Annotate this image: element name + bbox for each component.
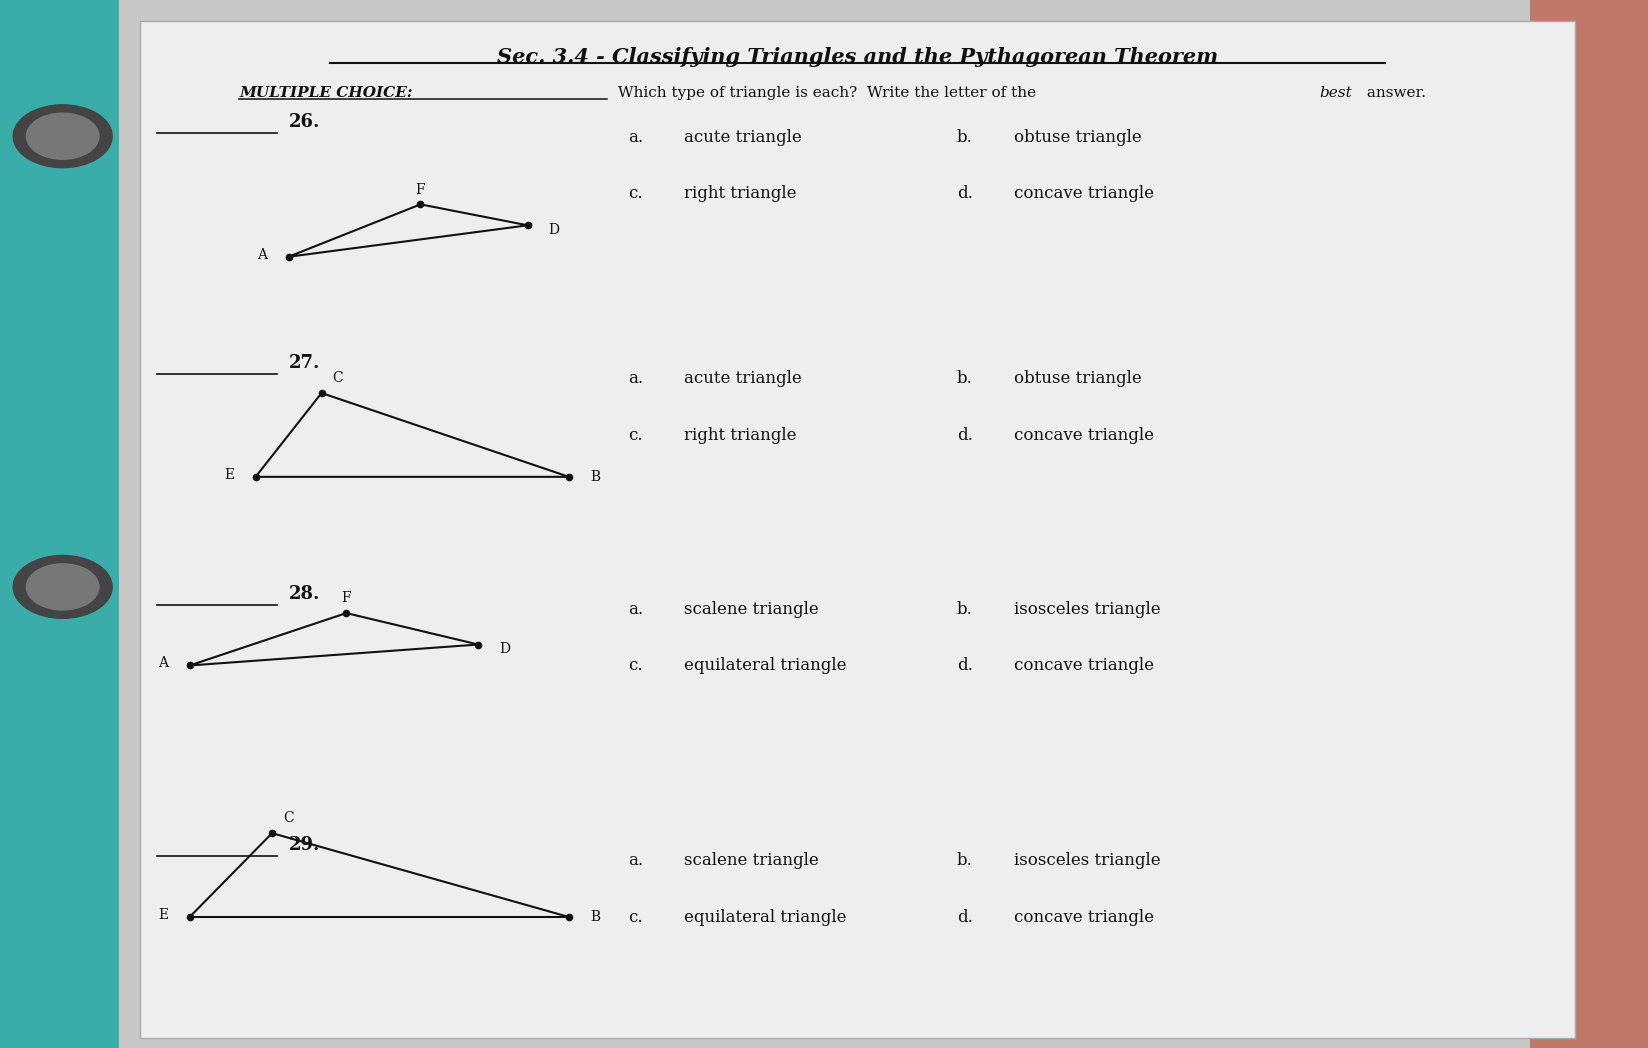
Text: c.: c. <box>628 185 643 202</box>
Text: A: A <box>257 247 267 262</box>
Text: d.: d. <box>956 427 972 443</box>
Text: answer.: answer. <box>1361 86 1426 100</box>
Text: obtuse triangle: obtuse triangle <box>1014 370 1140 387</box>
Text: 27.: 27. <box>288 354 320 372</box>
Text: a.: a. <box>628 370 643 387</box>
Text: concave triangle: concave triangle <box>1014 909 1154 925</box>
Circle shape <box>13 105 112 168</box>
Text: D: D <box>549 222 559 237</box>
Text: equilateral triangle: equilateral triangle <box>684 657 847 674</box>
Text: C: C <box>283 811 293 826</box>
Text: concave triangle: concave triangle <box>1014 427 1154 443</box>
Text: 29.: 29. <box>288 836 320 854</box>
Text: scalene triangle: scalene triangle <box>684 601 819 617</box>
Circle shape <box>26 113 99 159</box>
Text: concave triangle: concave triangle <box>1014 185 1154 202</box>
Text: E: E <box>224 467 234 482</box>
Text: isosceles triangle: isosceles triangle <box>1014 852 1160 869</box>
Text: best: best <box>1318 86 1351 100</box>
Text: concave triangle: concave triangle <box>1014 657 1154 674</box>
Text: acute triangle: acute triangle <box>684 129 801 146</box>
Text: b.: b. <box>956 129 972 146</box>
Text: c.: c. <box>628 909 643 925</box>
Text: Which type of triangle is each?  Write the letter of the: Which type of triangle is each? Write th… <box>613 86 1042 100</box>
Text: a.: a. <box>628 129 643 146</box>
Text: F: F <box>415 182 425 197</box>
Text: scalene triangle: scalene triangle <box>684 852 819 869</box>
Text: C: C <box>333 371 343 386</box>
Circle shape <box>26 564 99 610</box>
Text: F: F <box>341 591 351 606</box>
Text: c.: c. <box>628 427 643 443</box>
FancyBboxPatch shape <box>140 21 1574 1038</box>
Text: a.: a. <box>628 601 643 617</box>
Text: d.: d. <box>956 909 972 925</box>
Text: isosceles triangle: isosceles triangle <box>1014 601 1160 617</box>
Circle shape <box>13 555 112 618</box>
Text: equilateral triangle: equilateral triangle <box>684 909 847 925</box>
Text: right triangle: right triangle <box>684 185 796 202</box>
Text: right triangle: right triangle <box>684 427 796 443</box>
Text: Sec. 3.4 - Classifying Triangles and the Pythagorean Theorem: Sec. 3.4 - Classifying Triangles and the… <box>496 47 1218 67</box>
Text: acute triangle: acute triangle <box>684 370 801 387</box>
Text: D: D <box>499 641 509 656</box>
Text: obtuse triangle: obtuse triangle <box>1014 129 1140 146</box>
Text: A: A <box>158 656 168 671</box>
Text: a.: a. <box>628 852 643 869</box>
Text: 26.: 26. <box>288 113 320 131</box>
Text: b.: b. <box>956 601 972 617</box>
Text: B: B <box>590 910 600 924</box>
Text: MULTIPLE CHOICE:: MULTIPLE CHOICE: <box>239 86 412 100</box>
Text: b.: b. <box>956 370 972 387</box>
Text: c.: c. <box>628 657 643 674</box>
Text: B: B <box>590 470 600 484</box>
Text: d.: d. <box>956 185 972 202</box>
Text: d.: d. <box>956 657 972 674</box>
Text: 28.: 28. <box>288 585 320 603</box>
Text: b.: b. <box>956 852 972 869</box>
Text: E: E <box>158 908 168 922</box>
